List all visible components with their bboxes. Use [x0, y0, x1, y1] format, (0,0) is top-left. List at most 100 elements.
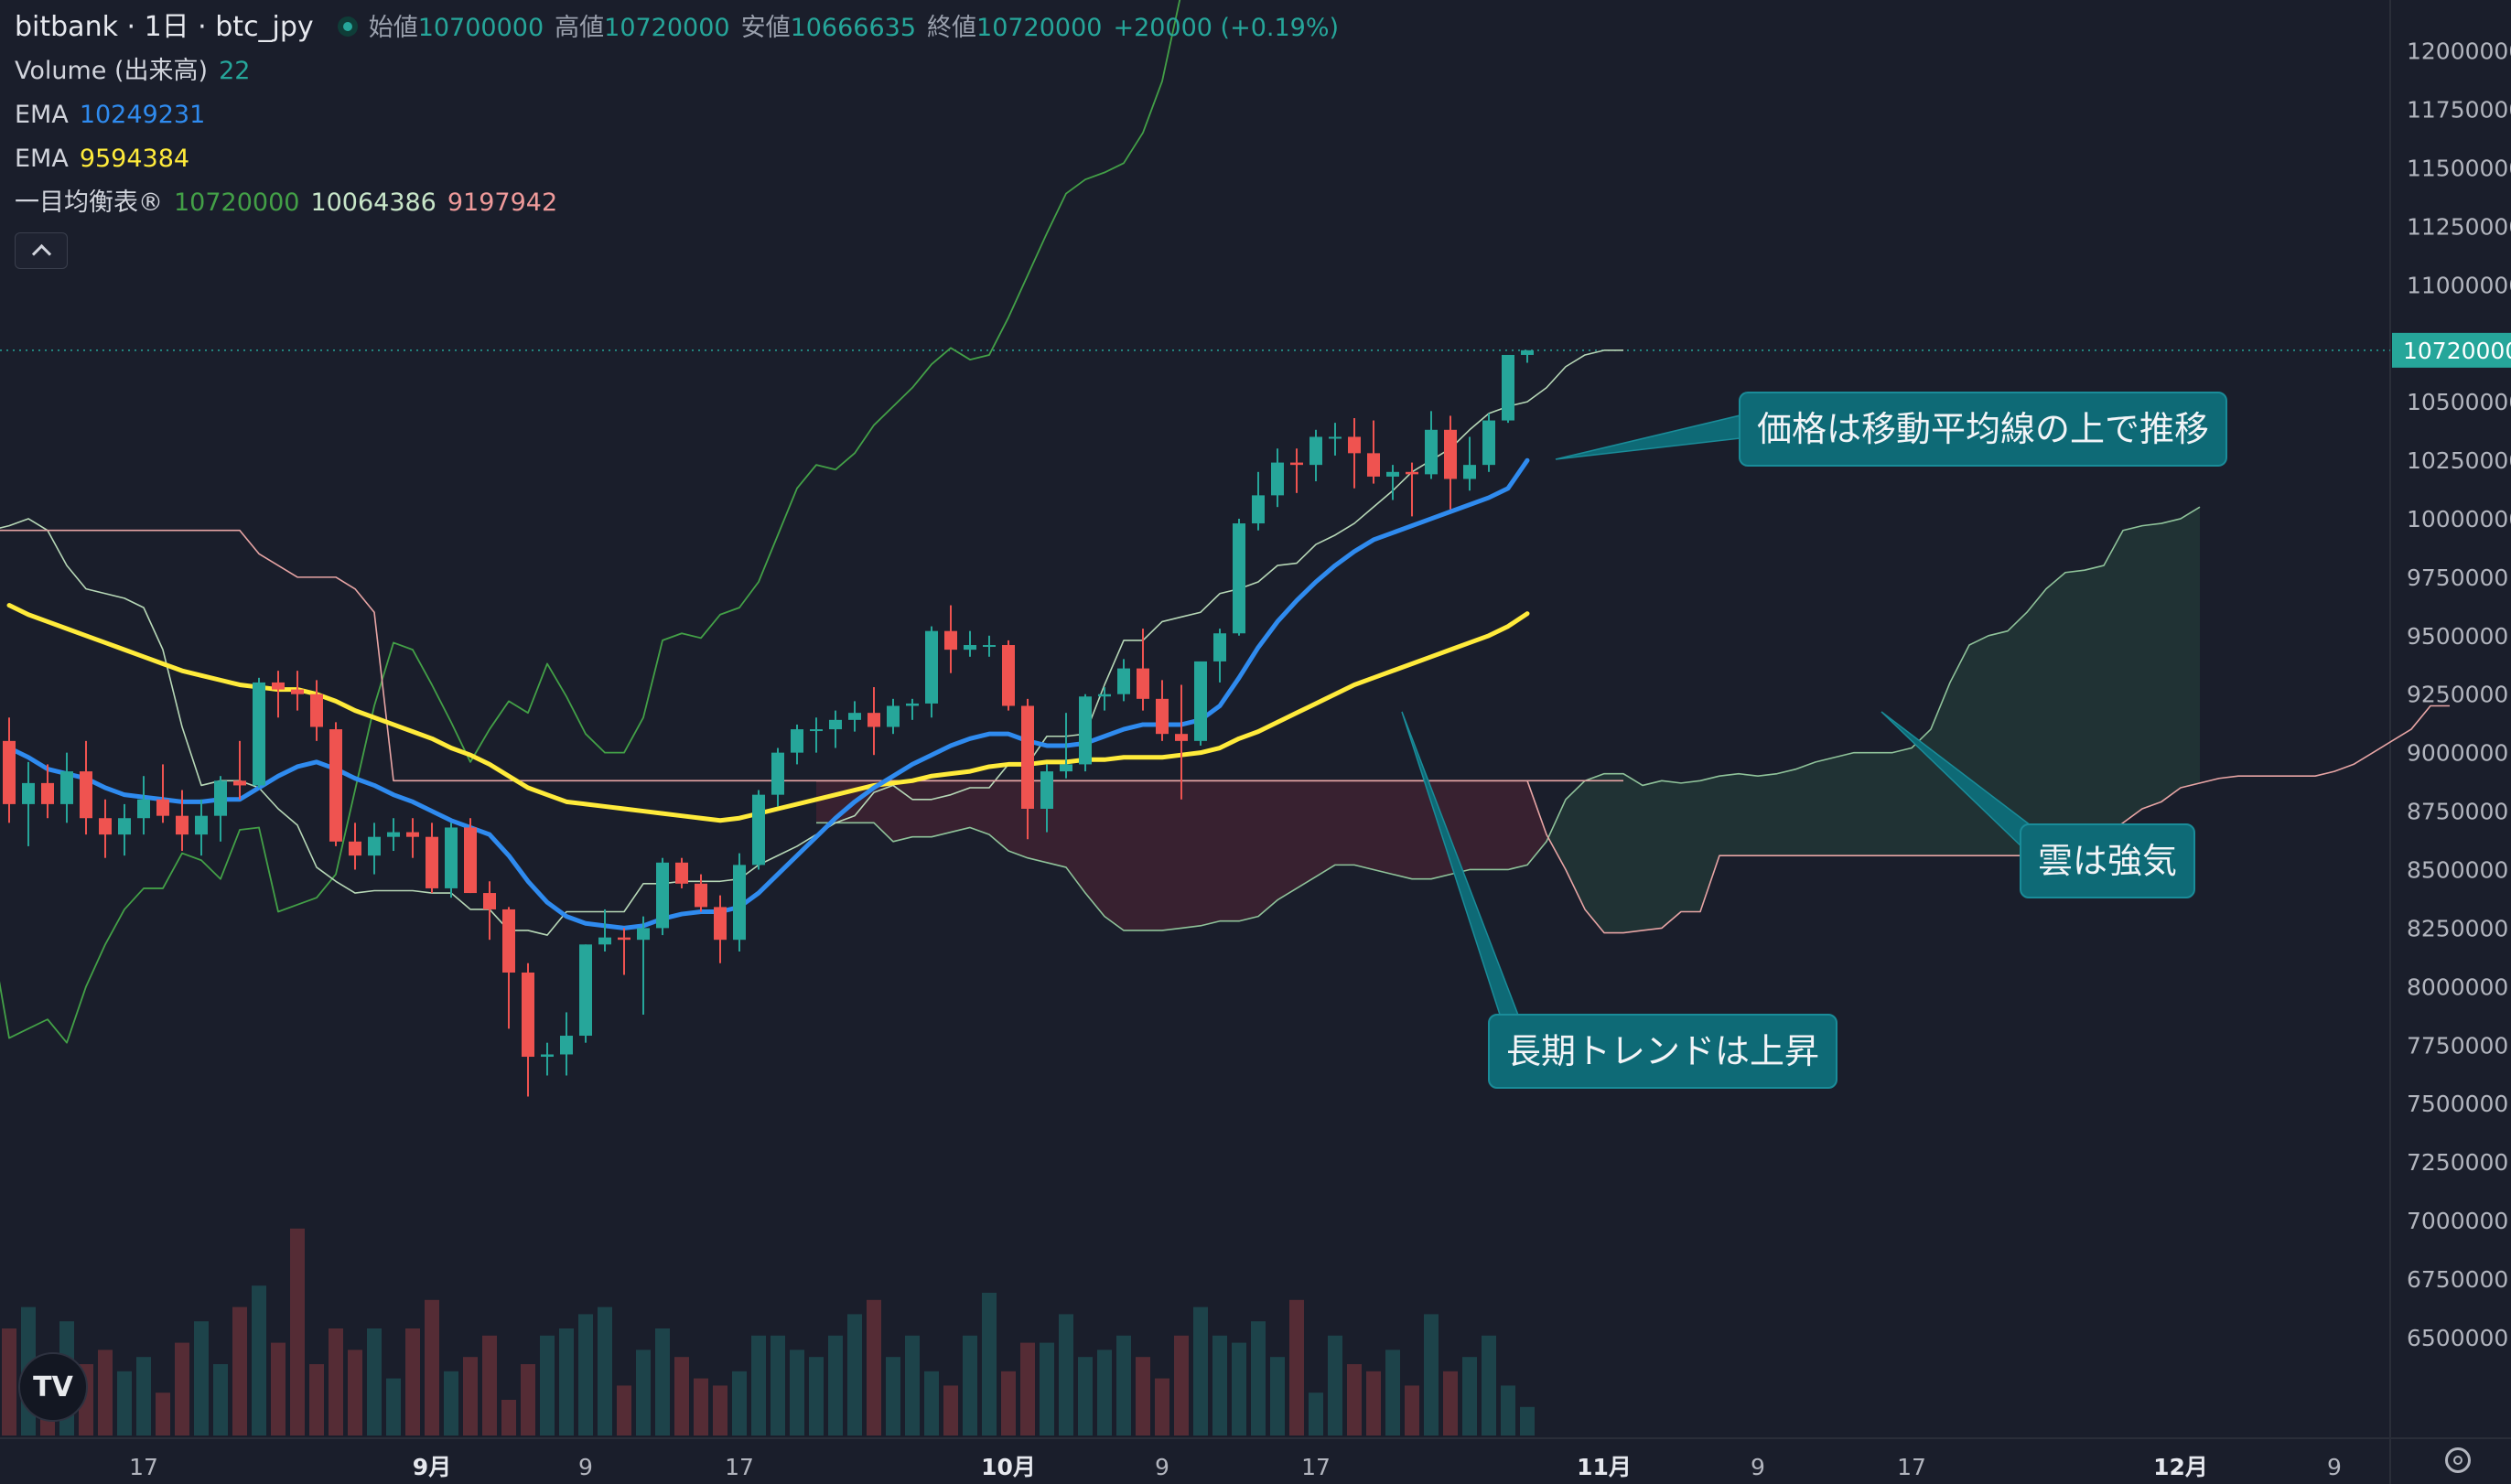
ichimoku-legend[interactable]: 一目均衡表® 10720000 10064386 9197942 — [15, 181, 1350, 225]
candle-body — [1117, 668, 1130, 694]
volume-bar — [1001, 1371, 1016, 1436]
candle-body — [1348, 436, 1361, 454]
indicator-legend: bitbank · 1日 · btc_jpy 始値10700000 高値107200… — [15, 5, 1350, 269]
candle-body — [1040, 771, 1053, 810]
ema-slow-value: 9594384 — [79, 145, 190, 173]
low-value: 10666635 — [790, 14, 917, 42]
volume-bar — [444, 1371, 458, 1436]
ema-slow-legend[interactable]: EMA 9594384 — [15, 137, 1350, 181]
candle-body — [733, 865, 746, 941]
tradingview-logo-icon[interactable]: TV — [18, 1352, 88, 1422]
ema-fast-legend[interactable]: EMA 10249231 — [15, 93, 1350, 137]
volume-bar — [1078, 1357, 1093, 1436]
volume-bar — [540, 1335, 555, 1436]
price-tick-label: 8000000 — [2407, 973, 2508, 1000]
candle-body — [118, 818, 131, 835]
candle-body — [983, 645, 996, 648]
ichimoku-chikou-line — [0, 0, 1181, 1044]
price-tick-label: 7000000 — [2407, 1208, 2508, 1234]
volume-bar — [1116, 1335, 1131, 1436]
time-tick-label: 9 — [2327, 1454, 2342, 1480]
candle-body — [1194, 661, 1207, 741]
candle-body — [156, 799, 169, 816]
price-tick-label: 6750000 — [2407, 1266, 2508, 1293]
volume-bar — [905, 1335, 920, 1436]
close-label: 終値 — [927, 14, 977, 42]
volume-bar — [790, 1350, 804, 1436]
volume-bar — [213, 1364, 228, 1436]
volume-bar — [674, 1357, 689, 1436]
candle-body — [541, 1054, 554, 1058]
price-tick-label: 7250000 — [2407, 1149, 2508, 1176]
volume-bar — [1270, 1357, 1285, 1436]
cloud-segment — [1912, 729, 1931, 856]
candle-body — [195, 815, 208, 835]
cloud-segment — [1277, 780, 1297, 900]
volume-bar — [1482, 1335, 1496, 1436]
volume-bar — [405, 1328, 420, 1436]
change-value: +20000 (+0.19%) — [1113, 14, 1340, 42]
price-tick-label: 9000000 — [2407, 740, 2508, 767]
ichimoku-value-2: 10064386 — [310, 188, 436, 217]
volume-bar — [1136, 1357, 1150, 1436]
ichimoku-span-a-line — [816, 506, 2201, 931]
cloud-segment — [2142, 523, 2161, 810]
volume-legend[interactable]: Volume (出来高) 22 — [15, 49, 1350, 93]
time-tick-label: 9 — [578, 1454, 593, 1480]
cloud-segment — [2065, 570, 2085, 856]
volume-bar — [809, 1357, 824, 1436]
chevron-up-icon — [31, 243, 51, 264]
collapse-legend-button[interactable] — [15, 232, 68, 269]
volume-bar — [1366, 1371, 1381, 1436]
settings-gear-icon[interactable] — [2445, 1447, 2471, 1473]
ema-slow-label: EMA — [15, 145, 69, 173]
candle-body — [1060, 764, 1072, 772]
cloud-segment — [1297, 780, 1316, 888]
cloud-segment — [1719, 773, 1739, 856]
candle-body — [1002, 645, 1015, 706]
ichimoku-lines — [0, 0, 1623, 1044]
candle-body — [848, 713, 861, 720]
volume-bar — [867, 1299, 881, 1436]
candle-body — [60, 771, 73, 804]
callout-cloud: 雲は強気 — [2020, 823, 2196, 898]
cloud-segment — [1835, 752, 1854, 856]
price-tick-label: 11750000 — [2407, 96, 2511, 123]
ichimoku-value-3: 9197942 — [447, 188, 558, 217]
candle-body — [618, 937, 630, 941]
price-tick-label: 8750000 — [2407, 799, 2508, 825]
cloud-segment — [1374, 780, 1393, 875]
candle-body — [964, 645, 976, 651]
last-price-label: 10720000 — [2403, 338, 2511, 364]
time-tick-label: 10月 — [981, 1454, 1036, 1480]
candle-body — [233, 780, 246, 786]
cloud-segment — [1546, 799, 1566, 870]
symbol-title[interactable]: bitbank · 1日 · btc_jpy — [15, 11, 314, 43]
price-tick-label: 7750000 — [2407, 1032, 2508, 1059]
volume-bar — [501, 1400, 516, 1436]
annotation-pointers — [1401, 413, 2044, 1018]
volume-bar — [1405, 1385, 1419, 1436]
time-tick-label: 17 — [725, 1454, 754, 1480]
price-tick-label: 9250000 — [2407, 682, 2508, 708]
symbol-row: bitbank · 1日 · btc_jpy 始値10700000 高値107200… — [15, 5, 1350, 49]
candle-body — [1521, 349, 1534, 355]
volume-bar — [751, 1335, 766, 1436]
volume-bar — [232, 1307, 247, 1436]
callout-price: 価格は移動平均線の上で推移 — [1739, 392, 2228, 467]
cloud-segment — [912, 780, 932, 837]
volume-bar — [367, 1328, 382, 1436]
volume-bar — [943, 1385, 958, 1436]
candle-body — [214, 780, 227, 816]
ema-fast-line — [6, 457, 1530, 930]
volume-bar — [1059, 1314, 1073, 1436]
cloud-segment — [1969, 635, 1988, 856]
volume-bar — [463, 1357, 478, 1436]
volume-bar — [521, 1364, 535, 1436]
cloud-segment — [1604, 773, 1623, 933]
time-tick-label: 12月 — [2153, 1454, 2208, 1480]
volume-bar — [156, 1393, 170, 1436]
volume-bar — [982, 1293, 997, 1436]
cloud-segment — [1950, 645, 1969, 856]
